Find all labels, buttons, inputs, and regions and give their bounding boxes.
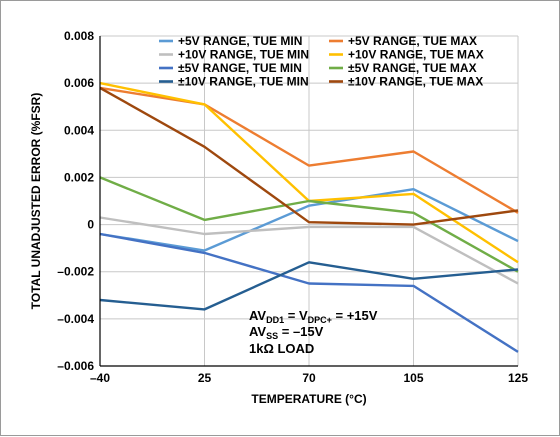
annotation-line-2: AVSS = –15V: [249, 324, 324, 341]
axes: [99, 36, 518, 367]
legend-label: +5V RANGE, TUE MIN: [178, 34, 302, 48]
x-tick-label: –40: [90, 371, 110, 385]
y-tick-label: 0.002: [64, 170, 94, 184]
series-line-6: [99, 176, 519, 273]
series-line-8: [99, 86, 519, 226]
grid: [99, 35, 519, 367]
x-tick-label: 105: [403, 371, 423, 385]
series-line-5: [99, 232, 519, 353]
annotation-line-1: AVDD1 = VDPC+ = +15V: [249, 308, 378, 325]
legend-label: ±5V RANGE, TUE MAX: [348, 61, 477, 75]
conditions-annotation: AVDD1 = VDPC+ = +15V AVSS = –15V 1kΩ LOA…: [249, 308, 378, 356]
y-tick-label: 0.008: [64, 29, 94, 43]
series-lines: [99, 81, 519, 353]
legend-label: ±10V RANGE, TUE MAX: [348, 75, 483, 89]
x-axis-title: TEMPERATURE (°C): [251, 392, 366, 406]
y-tick-label: 0.004: [64, 123, 94, 137]
x-tick-label: 25: [198, 371, 212, 385]
y-tick-label: –0.002: [57, 265, 94, 279]
series-line-3: [99, 216, 519, 285]
series-line-2: [99, 86, 519, 214]
y-tick-label: 0.006: [64, 76, 94, 90]
legend-label: +10V RANGE, TUE MAX: [348, 48, 484, 62]
tick-labels: 0.008 0.006 0.004 0.002 0 –0.002 –0.004 –0.006–…: [57, 29, 528, 385]
legend-label: ±10V RANGE, TUE MIN: [178, 75, 309, 89]
y-axis-title: TOTAL UNADJUSTED ERROR (%FSR): [29, 93, 43, 310]
series-line-7: [99, 261, 519, 311]
legend-label: +5V RANGE, TUE MAX: [348, 34, 477, 48]
y-tick-label: –0.006: [57, 359, 94, 373]
y-tick-label: 0: [87, 218, 94, 232]
legend-label: ±5V RANGE, TUE MIN: [178, 61, 302, 75]
annotation-line-3: 1kΩ LOAD: [249, 341, 314, 356]
legend: +5V RANGE, TUE MIN +5V RANGE, TUE MAX+10V…: [159, 34, 484, 89]
y-tick-label: –0.004: [57, 312, 94, 326]
series-line-1: [99, 187, 519, 252]
legend-label: +10V RANGE, TUE MIN: [178, 48, 309, 62]
x-tick-label: 125: [508, 371, 528, 385]
x-tick-label: 70: [302, 371, 316, 385]
